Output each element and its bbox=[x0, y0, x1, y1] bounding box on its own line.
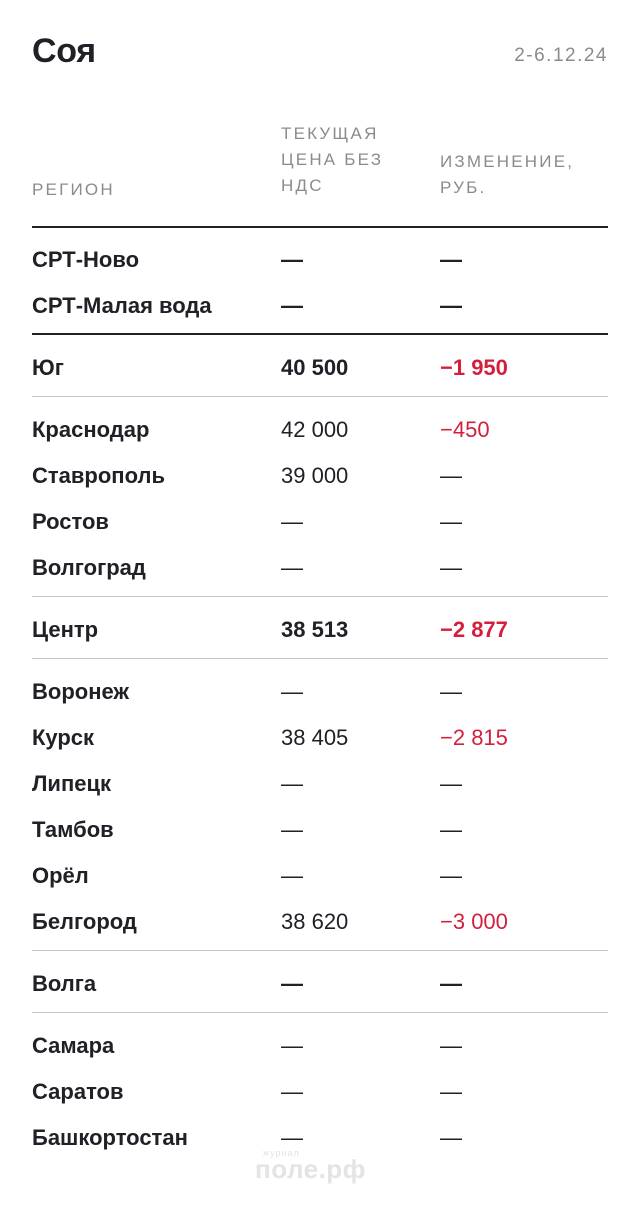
price-value: — bbox=[281, 247, 303, 272]
table-row: Самара — — bbox=[32, 1026, 608, 1066]
price-value: 42 000 bbox=[281, 417, 349, 442]
section-divider bbox=[32, 596, 608, 597]
region-name: Курск bbox=[32, 725, 95, 750]
column-header-region: РЕГИОН bbox=[32, 180, 115, 199]
price-value: — bbox=[281, 817, 303, 842]
region-name: Волгоград bbox=[32, 555, 146, 580]
watermark-small-text: журнал bbox=[263, 1148, 300, 1158]
change-value: — bbox=[440, 247, 462, 272]
region-name: Липецк bbox=[32, 771, 112, 796]
table-row: Ростов — — bbox=[32, 502, 608, 542]
price-value: 38 405 bbox=[281, 725, 349, 750]
region-name: Ростов bbox=[32, 509, 109, 534]
change-value: −1 950 bbox=[440, 355, 508, 380]
change-value: −3 000 bbox=[440, 909, 508, 934]
change-value: — bbox=[440, 771, 462, 796]
table-row: Липецк — — bbox=[32, 764, 608, 804]
region-name: Юг bbox=[32, 355, 64, 380]
table-row: Тамбов — — bbox=[32, 810, 608, 850]
region-name: Орёл bbox=[32, 863, 89, 888]
change-value: — bbox=[440, 509, 462, 534]
region-name: Краснодар bbox=[32, 417, 150, 442]
price-value: 39 000 bbox=[281, 463, 349, 488]
price-value: — bbox=[281, 1033, 303, 1058]
price-value: 40 500 bbox=[281, 355, 349, 380]
page-title: Соя bbox=[32, 32, 96, 70]
section-divider bbox=[32, 658, 608, 659]
price-value: — bbox=[281, 293, 303, 318]
change-value: −2 815 bbox=[440, 725, 508, 750]
region-name: Ставрополь bbox=[32, 463, 165, 488]
section-divider bbox=[32, 396, 608, 397]
change-value: — bbox=[440, 863, 462, 888]
price-value: — bbox=[281, 863, 303, 888]
price-value: 38 513 bbox=[281, 617, 349, 642]
table-row: Орёл — — bbox=[32, 856, 608, 896]
price-value: — bbox=[281, 679, 303, 704]
table-row-group-total: Центр 38 513 −2 877 bbox=[32, 610, 608, 650]
price-value: — bbox=[281, 1079, 303, 1104]
price-value: — bbox=[281, 971, 303, 996]
column-header-change: ИЗМЕНЕНИЕ, РУБ. bbox=[440, 152, 575, 197]
region-name: СРТ-Ново bbox=[32, 247, 140, 272]
change-value: — bbox=[440, 817, 462, 842]
table-row: Воронеж — — bbox=[32, 672, 608, 712]
change-value: — bbox=[440, 555, 462, 580]
region-name: Самара bbox=[32, 1033, 115, 1058]
region-name: Тамбов bbox=[32, 817, 114, 842]
section-divider bbox=[32, 333, 608, 335]
price-value: — bbox=[281, 509, 303, 534]
table-row-group-total: Волга — — bbox=[32, 964, 608, 1004]
change-value: −2 877 bbox=[440, 617, 508, 642]
change-value: — bbox=[440, 463, 462, 488]
watermark-brand-text: поле.рф bbox=[255, 1154, 366, 1184]
change-value: −450 bbox=[440, 417, 490, 442]
price-value: — bbox=[281, 555, 303, 580]
change-value: — bbox=[440, 971, 462, 996]
region-name: Белгород bbox=[32, 909, 137, 934]
table-row: Башкортостан — — bbox=[32, 1118, 608, 1158]
price-value: — bbox=[281, 1125, 303, 1150]
table-row: СРТ-Ново — — bbox=[32, 240, 608, 280]
header-divider bbox=[32, 226, 608, 228]
column-header-price: ТЕКУЩАЯ ЦЕНА БЕЗ НДС bbox=[281, 124, 384, 195]
table-row: Саратов — — bbox=[32, 1072, 608, 1112]
change-value: — bbox=[440, 1125, 462, 1150]
date-range: 2-6.12.24 bbox=[514, 45, 608, 66]
section-divider bbox=[32, 950, 608, 951]
region-name: СРТ-Малая вода bbox=[32, 293, 212, 318]
change-value: — bbox=[440, 679, 462, 704]
table-row: СРТ-Малая вода — — bbox=[32, 286, 608, 326]
region-name: Башкортостан bbox=[32, 1125, 188, 1150]
region-name: Саратов bbox=[32, 1079, 124, 1104]
table-row-group-total: Юг 40 500 −1 950 bbox=[32, 348, 608, 388]
table-row: Краснодар 42 000 −450 bbox=[32, 410, 608, 450]
region-name: Волга bbox=[32, 971, 97, 996]
table-row: Ставрополь 39 000 — bbox=[32, 456, 608, 496]
region-name: Центр bbox=[32, 617, 99, 642]
change-value: — bbox=[440, 293, 462, 318]
price-value: 38 620 bbox=[281, 909, 349, 934]
table-row: Курск 38 405 −2 815 bbox=[32, 718, 608, 758]
table-row: Волгоград — — bbox=[32, 548, 608, 588]
section-divider bbox=[32, 1012, 608, 1013]
price-value: — bbox=[281, 771, 303, 796]
change-value: — bbox=[440, 1079, 462, 1104]
region-name: Воронеж bbox=[32, 679, 130, 704]
change-value: — bbox=[440, 1033, 462, 1058]
table-row: Белгород 38 620 −3 000 bbox=[32, 902, 608, 942]
